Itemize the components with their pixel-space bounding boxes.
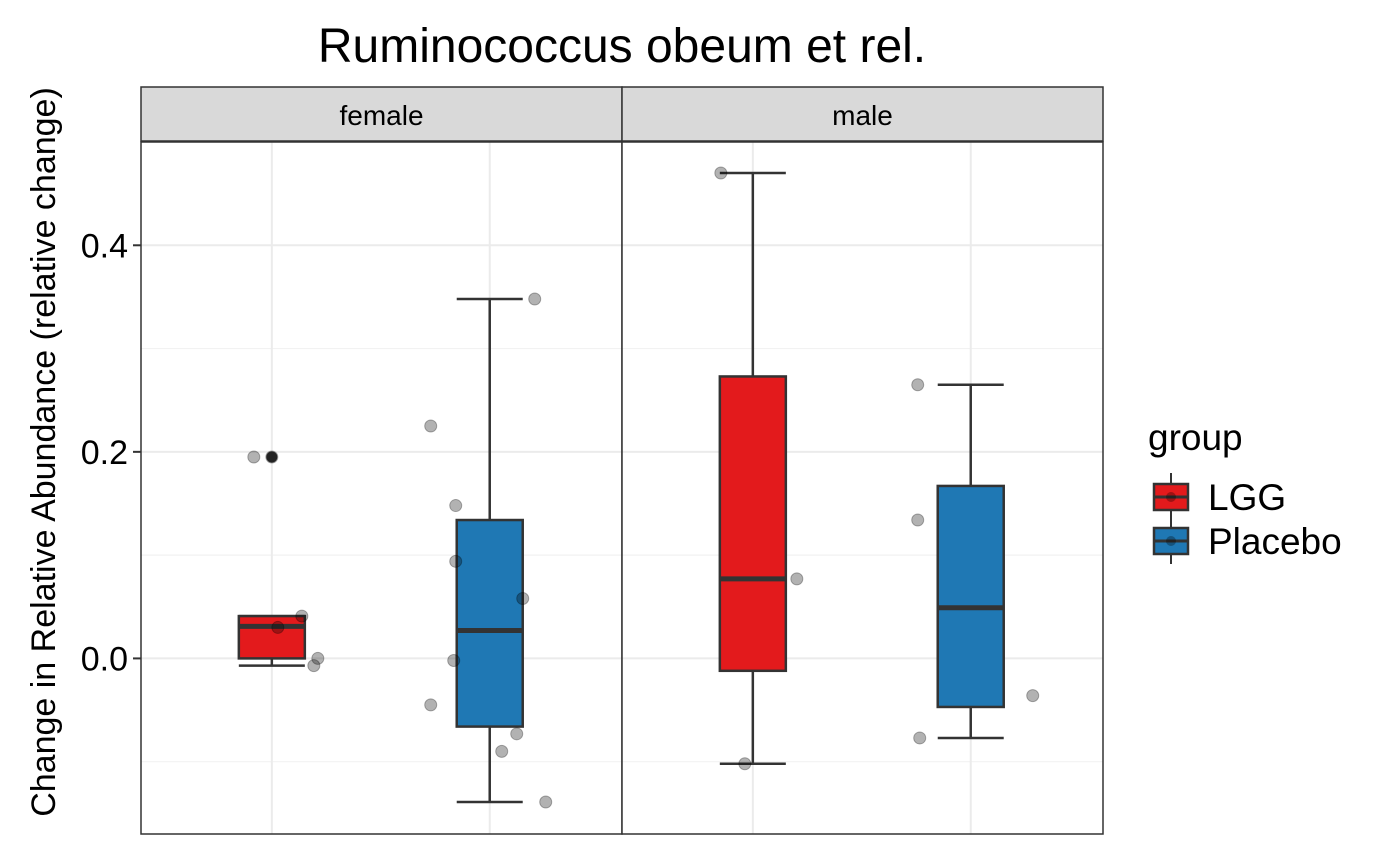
jitter-point [528,292,542,306]
chart-title: Ruminococcus obeum et rel. [318,20,926,73]
box-iqr [455,518,524,728]
jitter-point [510,727,524,741]
facet-panels: female male 0.0 0.2 0.4 [81,86,1104,835]
jitter-point [271,620,285,634]
jitter-point [911,513,925,527]
facet-strip-label: female [339,100,423,131]
jitter-point [449,554,463,568]
jitter-point [790,572,804,586]
y-axis: 0.0 0.2 0.4 [81,227,141,678]
y-tick-label: 0.0 [81,640,128,678]
box-female-LGG [237,450,325,673]
jitter-point [311,651,325,665]
jitter-point [307,659,321,673]
facet-strip [140,86,623,142]
box-iqr [237,614,307,660]
facet-strip-label: male [832,100,893,131]
box-male-LGG [714,166,804,771]
y-axis-label: Change in Relative Abundance (relative c… [25,87,63,817]
legend-entry-Placebo: Placebo [1152,517,1342,564]
jitter-point [714,166,728,180]
y-tick-label: 0.4 [81,227,128,265]
jitter-point [449,499,463,513]
legend-label: LGG [1208,477,1286,518]
facet-strip [621,86,1104,142]
jitter-point [913,731,927,745]
box-male-Placebo [911,378,1040,745]
box-female-Placebo [424,292,553,809]
legend-label: Placebo [1208,521,1342,562]
jitter-point [911,378,925,392]
jitter-point [539,795,553,809]
jitter-point [247,450,261,464]
box-iqr [718,375,788,673]
jitter-point [424,698,438,712]
legend-title: group [1148,417,1243,458]
y-tick-label: 0.2 [81,434,128,472]
panel-border [621,141,1104,835]
facet-panel-female: female [140,86,623,835]
legend-entry-LGG: LGG [1152,473,1286,520]
legend-key-point [1166,536,1176,546]
outlier-point [266,451,278,463]
panel-background [622,142,1103,834]
jitter-point [738,757,752,771]
jitter-point [1026,689,1040,703]
jitter-point [447,653,461,667]
jitter-point [424,419,438,433]
facet-panel-male: male [621,86,1104,835]
jitter-point [516,592,530,606]
legend-key-point [1166,492,1176,502]
jitter-point [495,744,509,758]
box-iqr [936,484,1005,709]
jitter-point [295,609,309,623]
panel-background [141,142,622,834]
jitter-point [265,450,279,464]
